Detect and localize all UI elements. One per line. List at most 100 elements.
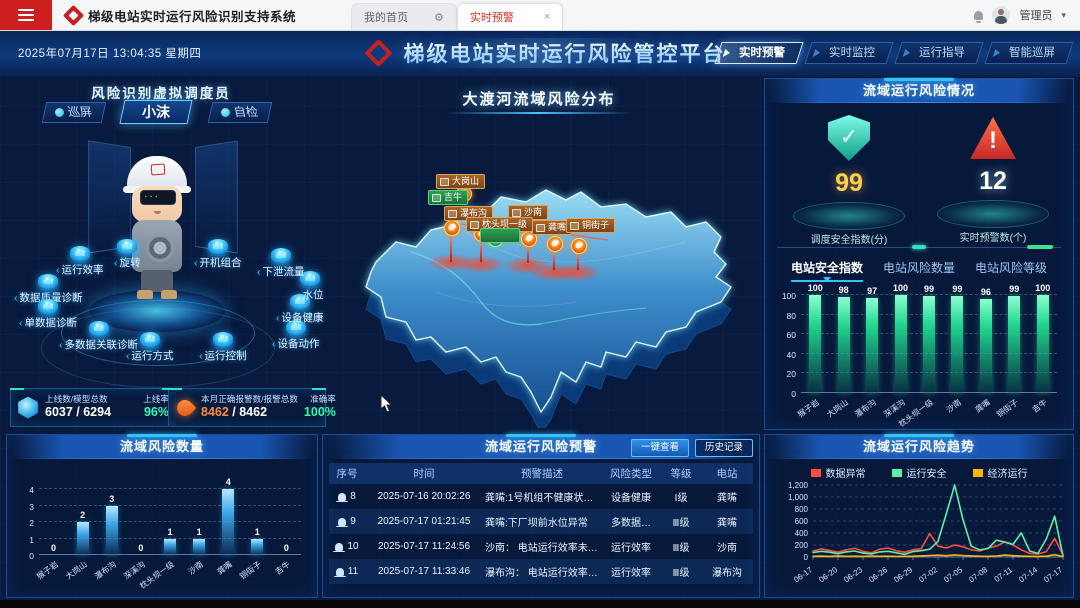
capability-node[interactable]: ‹ 水位 <box>297 271 324 302</box>
capability-node[interactable]: ‹ 运行效率 <box>56 246 104 277</box>
nav-realtime-monitor[interactable]: 实时监控 <box>804 42 894 64</box>
notification-bell-icon[interactable] <box>974 10 984 23</box>
monitor-icon <box>55 108 65 117</box>
capability-node[interactable]: ‹ 数据质量诊断 <box>14 274 83 305</box>
helmet <box>123 156 191 193</box>
bar-value: 4 <box>225 477 231 487</box>
node-cylinder-icon <box>88 321 109 336</box>
bar-slot[interactable]: 1 枕头坝一级 <box>138 489 184 591</box>
flame-icon <box>175 398 195 418</box>
marker-stem <box>527 245 529 263</box>
warning-row[interactable]: 11 2025-07-17 11:33:46 瀑布沟： 电站运行效率未最优预警 … <box>329 559 753 584</box>
basin-risk-trend-panel: 流域运行风险趋势 数据异常 运行安全 经济运行 0 200 400 600 800 1,0… <box>764 434 1074 598</box>
svg-text:07-14: 07-14 <box>1017 565 1039 584</box>
node-cylinder-icon <box>285 320 306 335</box>
basin-risk-map: 大渡河流域风险分布 大岗山 吉牛 瀑布沟 沙南 枕头坝一级 龚嘴 铜街子 <box>316 76 762 435</box>
bar-slot[interactable]: 1 铜街子 <box>238 489 272 581</box>
nav-operation-guide[interactable]: 运行指导 <box>894 42 984 64</box>
bar <box>193 538 206 555</box>
bar-slot[interactable]: 99 沙南 <box>943 284 971 414</box>
warning-row[interactable]: 8 2025-07-16 20:02:26 龚嘴:1号机组不健康状态报警(1F励… <box>329 484 753 509</box>
bar-value: 99 <box>952 283 963 294</box>
capability-node[interactable]: ‹ 单数据诊断 <box>19 299 77 330</box>
nav-realtime-warning[interactable]: 实时预警 <box>714 42 804 64</box>
divider <box>777 245 1061 249</box>
tab-safety-index[interactable]: 电站安全指数 <box>790 259 863 282</box>
map-station-label[interactable]: 铜街子 <box>566 218 616 233</box>
y-tick-label: 100 <box>781 291 796 301</box>
legend-operation-safety[interactable]: 运行安全 <box>891 465 947 480</box>
dispatcher-avatar <box>119 156 195 306</box>
bar-value: 0 <box>51 543 57 553</box>
bar-value: 100 <box>807 283 823 293</box>
capability-node[interactable]: ‹ 多数据关联诊断 <box>59 321 138 352</box>
warning-row[interactable]: 10 2025-07-17 11:24:56 沙南： 电站运行效率未最优预警 运… <box>329 534 753 559</box>
avatar-boot <box>137 290 153 299</box>
legend-economic-operation[interactable]: 经济运行 <box>972 465 1028 480</box>
bar-slot[interactable]: 100 深溪沟 <box>882 283 914 419</box>
bar <box>951 295 964 393</box>
bar-slot[interactable]: 2 大岗山 <box>64 489 97 581</box>
tab-risk-level[interactable]: 电站风险等级 <box>975 261 1048 275</box>
risk-flame-marker[interactable] <box>444 220 460 236</box>
capability-node[interactable]: ‹ 运行控制 <box>199 332 247 363</box>
dispatcher-tab-selfcheck[interactable]: 自检 <box>207 102 273 123</box>
hamburger-menu-icon[interactable] <box>0 0 52 30</box>
bar-slot[interactable]: 1 沙南 <box>185 489 214 576</box>
tab-home[interactable]: 我的首页 ⚙ <box>351 3 457 30</box>
dispatcher-tab-xiaomo[interactable]: 小沫 <box>119 100 193 124</box>
warning-row[interactable]: 9 2025-07-17 01:21:45 龚嘴:下厂坝前水位异常 多数据… Ⅲ… <box>329 509 753 534</box>
risk-flame-marker[interactable] <box>571 238 587 254</box>
gridline <box>39 537 301 539</box>
chevron-down-icon[interactable]: ▾ <box>1061 9 1066 20</box>
bar-value: 98 <box>838 284 849 295</box>
bar-slot[interactable]: 0 猴子岩 <box>35 489 68 581</box>
capability-node[interactable]: ‹ 运行方式 <box>126 332 174 363</box>
gear-icon[interactable]: ⚙ <box>434 11 444 24</box>
tab-realtime-warning[interactable]: 实时预警 × <box>456 3 564 30</box>
y-tick-label: 40 <box>786 349 796 360</box>
node-label: ‹ 数据质量诊断 <box>14 292 83 304</box>
legend-data-anomaly[interactable]: 数据异常 <box>810 465 866 480</box>
capability-node[interactable]: ‹ 开机组合 <box>194 239 242 270</box>
view-all-button[interactable]: 一键查看 <box>630 439 689 457</box>
bar <box>76 522 89 555</box>
bar-slot[interactable]: 4 龚嘴 <box>214 477 243 576</box>
gridline <box>801 294 1057 295</box>
bar-slot[interactable]: 98 大岗山 <box>825 285 857 419</box>
dispatcher-tab-patrol[interactable]: 巡屏 <box>41 102 107 123</box>
bar-slot[interactable]: 100 吉牛 <box>1029 283 1057 414</box>
capability-node[interactable]: ‹ 下泄流量 <box>257 248 305 279</box>
bar-slot[interactable]: 0 吉牛 <box>272 489 301 576</box>
bar-slot[interactable]: 99 枕头坝一级 <box>897 284 943 429</box>
risk-flame-marker[interactable] <box>547 236 563 252</box>
svg-text:06-23: 06-23 <box>842 565 864 584</box>
map-station-label[interactable]: 沙南 <box>508 205 549 220</box>
bar-slot[interactable]: 96 龚嘴 <box>972 287 1000 414</box>
y-tick-label: 4 <box>29 485 34 495</box>
map-station-label[interactable]: 龚嘴 <box>532 220 573 235</box>
bar-slot[interactable]: 99 铜街子 <box>995 284 1028 419</box>
bar-slot[interactable]: 97 瀑布沟 <box>853 286 886 419</box>
bar-slot[interactable]: 100 猴子岩 <box>796 283 829 419</box>
capability-node[interactable]: ‹ 设备健康 <box>276 294 324 325</box>
node-cylinder-icon <box>289 294 310 309</box>
map-station-label[interactable]: 吉牛 <box>428 190 469 205</box>
marker-stem <box>577 252 579 270</box>
capability-node[interactable]: ‹ 旋转 <box>114 239 141 270</box>
history-button[interactable]: 历史记录 <box>694 439 753 457</box>
category-label: 龚嘴 <box>215 559 235 577</box>
nav-smart-patrol[interactable]: 智能巡屏 <box>984 42 1074 64</box>
bar <box>866 297 879 393</box>
marker-stem <box>553 250 555 270</box>
tab-risk-count[interactable]: 电站风险数量 <box>882 261 955 275</box>
avatar[interactable] <box>992 6 1011 24</box>
capability-node[interactable]: ‹ 设备动作 <box>272 320 320 351</box>
alarm-count-value: 8462 / 8462 <box>201 405 268 420</box>
bar-slot[interactable]: 0 深溪沟 <box>122 489 155 581</box>
bar-slot[interactable]: 3 瀑布沟 <box>93 489 126 581</box>
close-tab-icon[interactable]: × <box>543 11 551 23</box>
map-station-label[interactable]: 大岗山 <box>436 174 486 189</box>
app-logo-icon <box>63 4 84 25</box>
